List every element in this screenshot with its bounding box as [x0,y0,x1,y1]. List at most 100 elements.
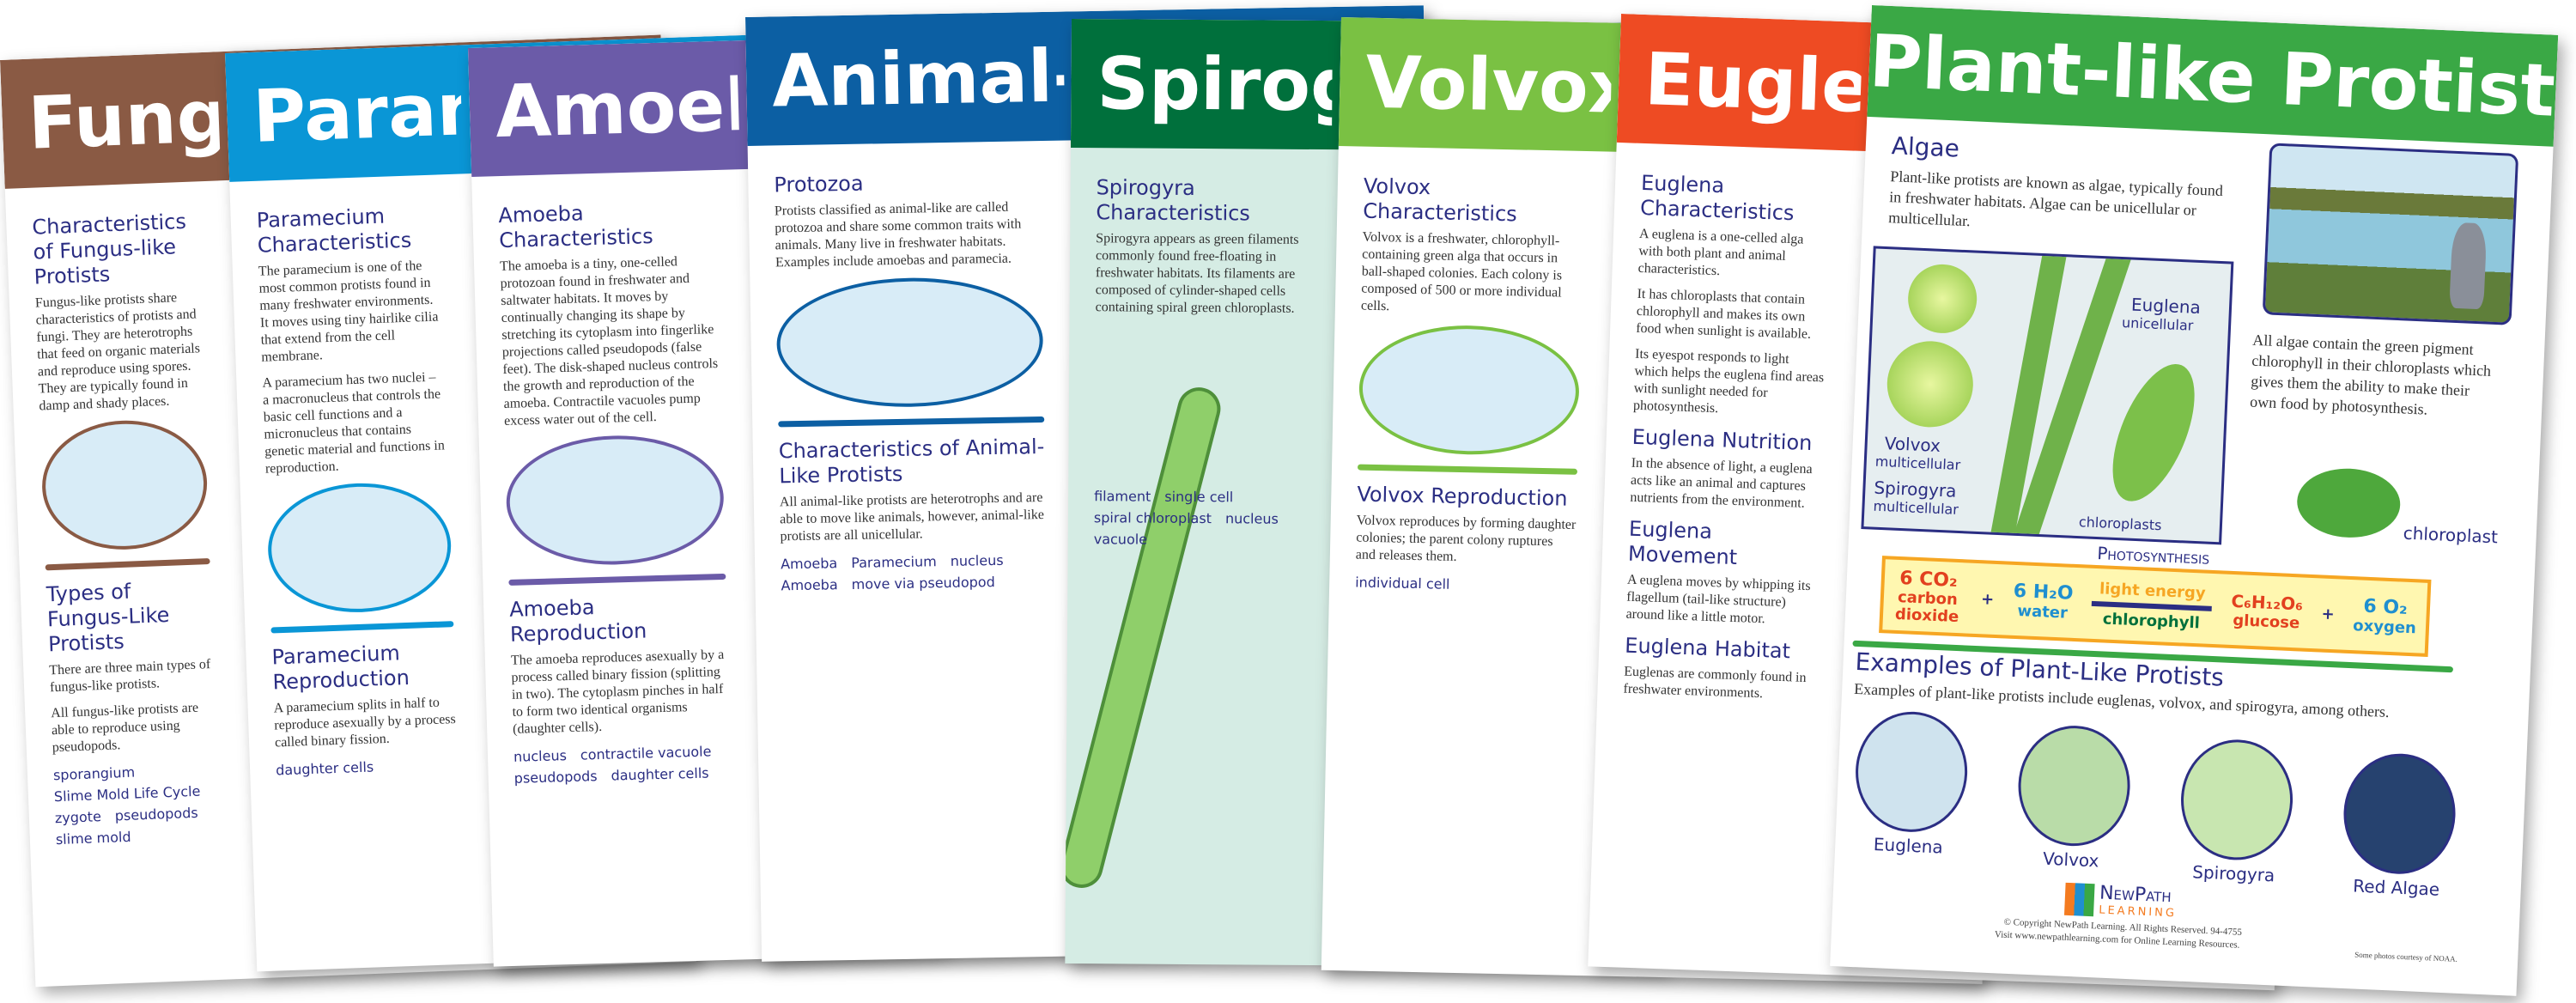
diagram-label: Paramecium [851,553,937,571]
diagram-label: slime mold [55,828,131,848]
algae-text: Plant-like protists are known as algae, … [1887,167,2224,230]
diagram-label: filament [1094,488,1151,505]
example-volvox: Volvox [2014,723,2133,885]
h2o: 6 H₂O [2013,580,2075,605]
chlorophyll-text: All algae contain the green pigment chlo… [2249,331,2492,418]
algae-magnified-illustration: Euglena unicellular Volvox multicellular… [1861,246,2234,545]
section-text: In the absence of light, a euglena acts … [1630,455,1813,511]
section-text: Volvox reproduces by forming daughter co… [1355,513,1577,564]
section-heading: Euglena Habitat [1624,633,1791,664]
diagram-label: daughter cells [275,758,374,779]
photosynthesis-title: Photosynthesis [2096,543,2210,568]
section-text: A euglena is a one-celled alga with both… [1637,226,1804,279]
section-heading: Volvox Reproduction [1357,482,1568,511]
diagram-label: Amoeba [780,555,838,573]
logo-line2: Learning [2098,903,2178,921]
section-text: It has chloroplasts that contain chlorop… [1635,286,1812,342]
co2-name: carbon dioxide [1894,587,1959,626]
diagram-label: pseudopods [114,804,198,824]
label-spirogyra-sub: multicellular [1873,497,1959,518]
volvox-illustration [1906,263,1978,335]
labels [1623,708,1814,715]
example-label: Euglena [1873,834,1944,858]
divider [508,573,726,586]
newpath-logo: NewPath Learning [2063,882,2178,921]
diagram-label: Slime Mold Life Cycle [53,782,201,805]
section-text: The amoeba reproduces asexually by a pro… [510,647,725,737]
illustration [39,417,210,553]
section-heading: Protozoa [774,171,864,198]
labels: individual cell [1355,574,1575,594]
diagram-label: nucleus [1224,510,1279,527]
volvox-illustration [1885,339,1975,429]
photosynthesis-equation: 6 CO₂ carbon dioxide + 6 H₂O water light e… [1879,556,2432,657]
labels: filament single cell spiral chloroplast nuc… [1094,488,1303,549]
section-heading: Paramecium Reproduction [271,641,410,695]
heron-icon [2449,222,2488,310]
section-text: A paramecium splits in half to reproduce… [273,695,456,751]
example-euglena: Euglena [1851,709,1971,878]
diagram-label: Amoeba [781,576,838,594]
labels: nucleus contractile vacuole pseudopods daug… [513,743,732,787]
example-photo [2341,751,2458,877]
section-text: A paramecium has two nuclei – a macronuc… [262,369,446,477]
diagram-label: nucleus [950,551,1004,569]
section-heading: Euglena Movement [1627,516,1738,570]
section-heading: Types of Fungus-Like Protists [46,579,170,657]
example-spirogyra: Spirogyra [2177,737,2296,894]
label-volvox: Volvox [1884,433,1941,456]
poster-title: Volvox [1364,40,1613,131]
poster-title: Amoeba [494,60,741,155]
poster-title: Animal-like Protists [771,25,1066,124]
example-red-algae: Red Algae [2340,751,2458,901]
section-text: A euglena moves by whipping its flagellu… [1625,572,1811,627]
label-euglena: Euglena [2130,294,2202,319]
illustration [1358,323,1581,457]
poster-plant-like-protists: Plant-like Protists Algae Plant-like pro… [1830,5,2559,996]
diagram-label: move via pseudopod [851,574,995,593]
section-text: Volvox is a freshwater, chlorophyll-cont… [1360,229,1563,314]
section-text: All fungus-like protists are able to rep… [50,700,199,756]
section-text: The amoeba is a tiny, one-celled protozo… [499,254,719,429]
divider [45,558,210,571]
diagram-label: vacuole [1093,531,1148,548]
example-label: Red Algae [2352,875,2440,900]
section-heading: Euglena Characteristics [1639,170,1795,226]
plus-sign: + [2321,605,2336,623]
h2o-name: water [2016,602,2069,623]
diagram-label: spiral chloroplast [1093,509,1212,527]
example-label: Volvox [2042,848,2099,872]
photo-credit: Some photos courtesy of NOAA. [2354,950,2458,963]
diagram-label: individual cell [1355,574,1450,593]
illustration [265,480,453,616]
section-text: Protists classified as animal-like are c… [774,199,1022,271]
section-heading: Volvox Characteristics [1362,173,1517,227]
illustration [775,276,1044,410]
divider [778,416,1045,428]
poster-title: Fungus-like Protists [26,52,222,166]
diagram-label: single cell [1164,488,1234,506]
diagram-label: pseudopods [513,768,598,787]
glucose: C₆H₁₂O₆ [2231,590,2304,615]
glucose-name: glucose [2232,611,2300,632]
section-heading: Amoeba Reproduction [508,595,647,647]
section-text: Its eyespot responds to light which help… [1632,346,1825,416]
divider [270,621,454,634]
section-text: Euglenas are commonly found in freshwate… [1623,664,1807,702]
labels: Amoeba Paramecium nucleus Amoeba move via ps… [780,551,1048,594]
chloroplast-illustration [2295,466,2402,540]
section-heading: Euglena Nutrition [1631,424,1813,456]
example-photo [1853,709,1971,835]
section-heading: Spirogyra Characteristics [1096,175,1250,226]
logo-book-icon [2063,882,2095,917]
light-energy: light energy [2099,580,2207,603]
section-heading: Characteristics of Animal-Like Protists [778,434,1045,489]
example-label: Spirogyra [2191,861,2275,886]
section-text: Spirogyra appears as green filaments com… [1095,231,1299,316]
diagram-label: sporangium [52,763,136,784]
poster-title: Euglena [1643,37,1863,133]
diagram-label: zygote [54,808,102,827]
o2: 6 O₂ [2362,595,2409,619]
section-text: All animal-like protists are heterotroph… [779,490,1045,544]
section-text: There are three main types of fungus-lik… [49,657,211,696]
